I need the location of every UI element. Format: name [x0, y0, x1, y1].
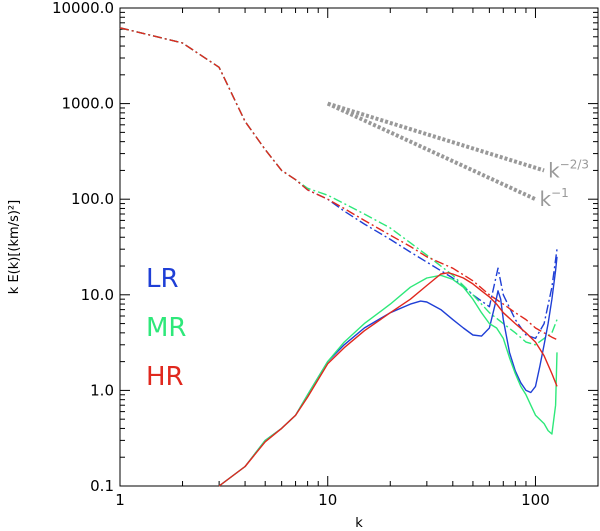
axis-ticks	[119, 7, 599, 487]
tick-labels: 1 10 100 0.1 1.0 10.0 100.0 1000.0 10000.0	[52, 0, 550, 509]
x-tick-label: 10	[318, 491, 337, 509]
series-hr-solid	[218, 272, 558, 487]
reference-slope-line	[326, 101, 537, 202]
legend: LR MR HR	[146, 264, 187, 392]
series-mr-dash-dot	[119, 27, 558, 346]
y-tick-label: 0.1	[90, 477, 114, 495]
legend-label-hr: HR	[146, 362, 184, 392]
plot-frame	[119, 7, 599, 487]
series-lr-solid	[218, 256, 558, 487]
reference-slopes: k−2/3 k−1	[326, 101, 589, 211]
reference-slope-label: k−1	[539, 186, 568, 211]
x-tick-label: 1	[115, 491, 125, 509]
legend-label-mr: MR	[146, 313, 187, 343]
series-lr-dash-dot	[119, 27, 558, 340]
y-tick-label: 100.0	[71, 190, 114, 208]
series-lines	[119, 27, 558, 487]
y-tick-label: 10.0	[81, 286, 114, 304]
x-axis-title: k	[355, 516, 363, 531]
x-tick-label: 100	[521, 491, 550, 509]
y-axis-title: k E(k)[(km/s)²]	[7, 200, 22, 294]
series-mr-solid	[218, 274, 558, 487]
y-tick-label: 1000.0	[62, 95, 115, 113]
reference-slope-line	[327, 101, 545, 173]
reference-slope-label: k−2/3	[548, 157, 589, 182]
series-hr-dash-dot	[119, 27, 558, 341]
y-tick-label: 1.0	[90, 381, 114, 399]
legend-label-lr: LR	[146, 264, 179, 294]
y-tick-label: 10000.0	[52, 0, 114, 17]
